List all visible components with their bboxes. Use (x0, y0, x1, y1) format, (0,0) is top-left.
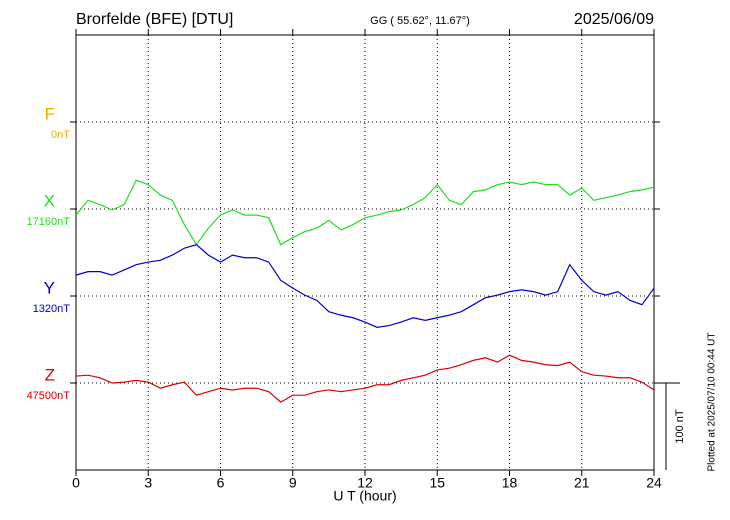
x-tick-label: 3 (144, 475, 152, 491)
baseline-label: 17160nT (27, 216, 71, 228)
chart-title: Brorfelde (BFE) [DTU] (76, 11, 233, 28)
x-tick-label: 15 (429, 475, 445, 491)
series-line (75, 354, 655, 403)
x-tick-label: 6 (217, 475, 225, 491)
series-name: X (44, 191, 55, 210)
chart-date: 2025/06/09 (574, 11, 654, 28)
series-name: Y (44, 278, 55, 297)
x-tick-label: 21 (574, 475, 590, 491)
plot-note: Plotted at 2025/07/10 00:44 UT (707, 333, 718, 472)
scale-label: 100 nT (674, 409, 686, 444)
series-line (75, 244, 655, 328)
x-tick-label: 12 (357, 475, 373, 491)
x-tick-label: 0 (72, 475, 80, 491)
baseline-label: 0nT (51, 129, 70, 141)
baseline-label: 47500nT (27, 390, 71, 402)
chart-subtitle: GG ( 55.62°, 11.67°) (370, 15, 470, 27)
x-tick-label: 24 (646, 475, 662, 491)
x-tick-label: 9 (289, 475, 297, 491)
plot-frame (75, 34, 655, 471)
baseline-label: 1320nT (33, 303, 71, 315)
x-tick-label: 18 (502, 475, 518, 491)
x-axis-label: U T (hour) (333, 488, 396, 504)
series-line (75, 179, 655, 246)
series-name: Z (45, 365, 55, 384)
series-name: F (45, 104, 55, 123)
